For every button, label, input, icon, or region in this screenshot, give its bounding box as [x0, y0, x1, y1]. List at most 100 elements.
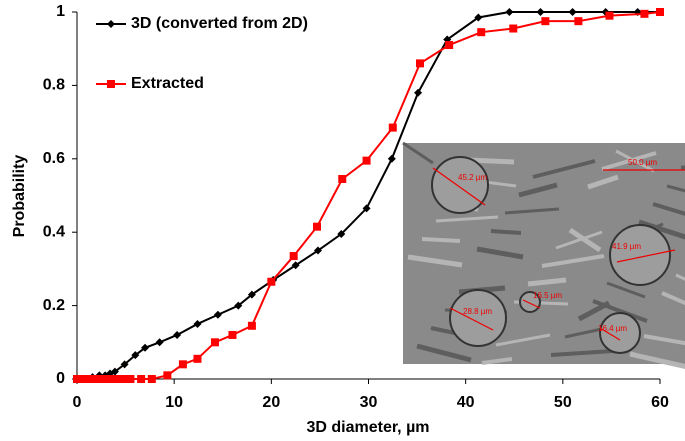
inset-texture [407, 254, 463, 268]
inset-texture [532, 159, 596, 179]
inset-texture [504, 207, 560, 215]
marker [337, 230, 346, 239]
y-tick-label: 0 [56, 370, 65, 387]
inset-particle [599, 312, 641, 354]
inset-measure [616, 249, 676, 263]
inset-particle [431, 156, 489, 214]
marker [193, 354, 202, 363]
marker [640, 9, 649, 18]
marker [210, 338, 219, 347]
inset-texture [666, 184, 685, 193]
x-tick-label: 50 [554, 394, 572, 411]
marker [173, 330, 182, 339]
inset-measure [449, 307, 494, 331]
marker [541, 17, 550, 26]
marker [474, 13, 483, 22]
inset-texture [416, 343, 472, 363]
marker [362, 204, 371, 213]
inset-texture [527, 277, 567, 287]
marker [228, 330, 237, 339]
inset-texture [550, 349, 614, 357]
y-tick-label: 0.6 [43, 150, 65, 167]
inset-label: 16.5 µm [533, 291, 562, 300]
inset-texture [643, 334, 685, 346]
y-axis-title: Probability [11, 155, 28, 238]
inset-particle [609, 224, 671, 286]
x-tick-label: 20 [262, 394, 280, 411]
x-tick-label: 0 [73, 394, 82, 411]
marker [163, 371, 172, 380]
y-tick-label: 0.4 [43, 223, 65, 240]
inset-label: 45.2 µm [458, 173, 487, 182]
marker [509, 24, 518, 33]
marker [106, 375, 115, 383]
x-tick-label: 10 [165, 394, 183, 411]
marker [313, 246, 322, 255]
inset-texture [587, 174, 619, 190]
x-tick-label: 60 [651, 394, 669, 411]
y-tick-label: 1 [56, 3, 65, 20]
inset-texture [592, 299, 648, 323]
inset-texture [652, 202, 685, 216]
marker [247, 321, 256, 330]
inset-texture [490, 229, 522, 235]
marker [289, 252, 298, 261]
inset-label: 41.9 µm [612, 242, 641, 251]
inset-texture [402, 141, 434, 165]
marker [477, 28, 486, 37]
marker [120, 360, 129, 369]
inset-measure [522, 299, 541, 309]
marker [94, 375, 103, 383]
marker [362, 156, 371, 165]
legend-label: 3D (converted from 2D) [131, 15, 308, 32]
marker [107, 80, 115, 88]
x-axis-title: 3D diameter, µm [306, 419, 429, 436]
marker [415, 59, 424, 68]
marker [147, 375, 156, 383]
inset-texture [555, 230, 603, 250]
marker [155, 338, 164, 347]
inset-texture [606, 281, 646, 299]
marker [234, 301, 243, 310]
y-tick-label: 0.2 [43, 297, 65, 314]
marker [100, 375, 109, 383]
marker [574, 17, 583, 26]
marker [178, 360, 187, 369]
marker [213, 310, 222, 319]
inset-texture [435, 215, 499, 223]
inset-texture [421, 237, 461, 243]
marker [387, 154, 396, 163]
marker [73, 375, 81, 383]
inset-texture [476, 246, 524, 260]
marker [193, 319, 202, 328]
inset-texture [467, 157, 515, 165]
x-tick-label: 40 [457, 394, 475, 411]
inset-texture [629, 351, 685, 369]
inset-measure [599, 327, 621, 341]
inset-texture [495, 333, 551, 347]
marker [119, 375, 128, 383]
x-tick-label: 30 [360, 394, 378, 411]
inset-texture [638, 219, 685, 240]
y-tick-label: 0.8 [43, 77, 65, 94]
marker [388, 123, 397, 132]
marker [505, 8, 514, 16]
inset-texture [601, 151, 657, 171]
inset-texture [615, 149, 655, 173]
inset-label: 28.8 µm [463, 307, 492, 316]
inset-label: 50.0 µm [628, 158, 657, 167]
marker [414, 88, 423, 97]
marker [291, 261, 300, 270]
marker [107, 20, 115, 28]
marker [86, 375, 95, 383]
marker [313, 222, 322, 231]
inset-texture [568, 227, 602, 253]
inset-texture [541, 254, 605, 268]
inset-particle [519, 291, 541, 313]
inset-texture [661, 291, 685, 306]
marker [110, 367, 119, 376]
marker [131, 351, 140, 360]
marker [605, 11, 614, 20]
marker [141, 343, 150, 352]
